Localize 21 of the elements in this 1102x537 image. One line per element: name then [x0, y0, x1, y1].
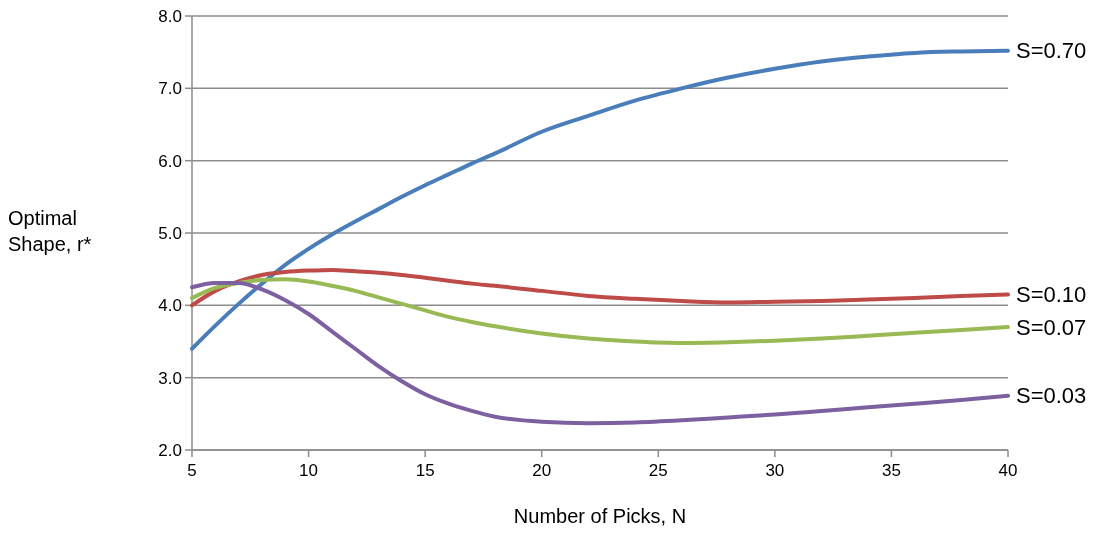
series-label: S=0.10 — [1016, 282, 1087, 308]
y-tick-label: 4.0 — [158, 296, 182, 316]
x-tick-label: 20 — [532, 461, 552, 480]
x-tick-label: 25 — [648, 461, 668, 480]
y-tick-label: 6.0 — [158, 151, 182, 171]
y-axis-title: Optimal Shape, r* — [8, 207, 92, 255]
x-tick-label: 35 — [881, 461, 901, 480]
y-tick-label: 2.0 — [158, 440, 182, 460]
x-tick-label: 30 — [765, 461, 785, 480]
y-tick-label: 3.0 — [158, 368, 182, 388]
series-label: S=0.70 — [1016, 38, 1087, 64]
y-tick-label: 8.0 — [158, 6, 182, 26]
x-tick-label: 15 — [415, 461, 435, 480]
x-tick-label: 40 — [998, 461, 1018, 480]
series-label: S=0.03 — [1016, 383, 1087, 409]
x-tick-label: 5 — [187, 461, 197, 480]
y-tick-label: 7.0 — [158, 79, 182, 99]
series-label: S=0.07 — [1016, 314, 1087, 340]
y-tick-label: 5.0 — [158, 223, 182, 243]
x-tick-label: 10 — [299, 461, 319, 480]
x-axis-title: Number of Picks, N — [513, 505, 687, 527]
